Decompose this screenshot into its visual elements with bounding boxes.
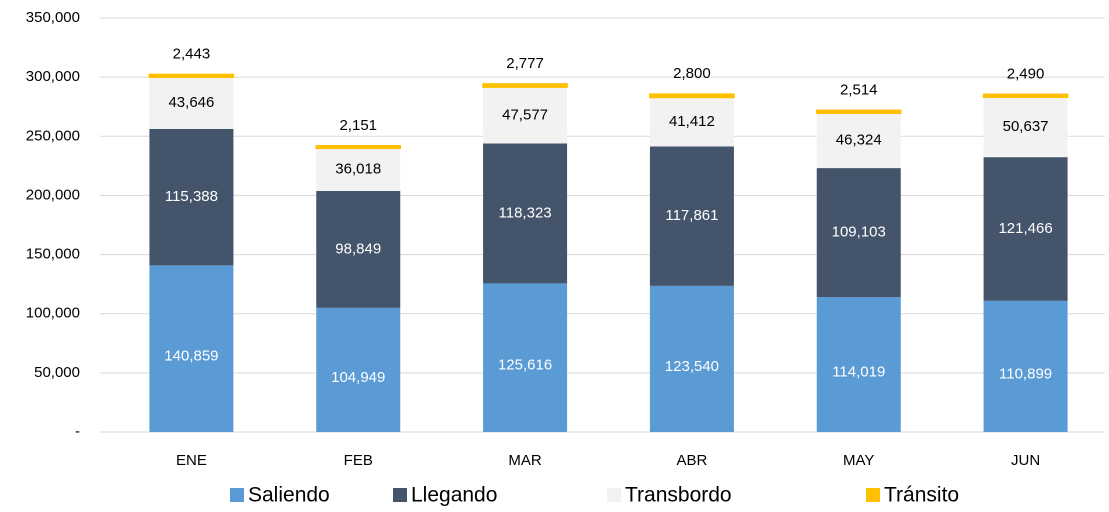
data-label: 47,577 bbox=[502, 106, 548, 123]
data-label: 110,899 bbox=[999, 365, 1052, 382]
legend-swatch bbox=[393, 488, 407, 502]
legend-label: Saliendo bbox=[248, 484, 330, 507]
bar-segment bbox=[649, 97, 734, 147]
data-label: 2,443 bbox=[173, 45, 211, 62]
data-label: 43,646 bbox=[168, 94, 214, 111]
bar-segment bbox=[649, 285, 734, 432]
bar-segment bbox=[816, 109, 902, 115]
x-tick-label: FEB bbox=[344, 452, 373, 469]
x-tick-label: JUN bbox=[1011, 452, 1040, 469]
data-label: 109,103 bbox=[832, 224, 886, 241]
bar-segment bbox=[149, 265, 234, 432]
bar-segment bbox=[816, 168, 901, 298]
bar-segment bbox=[482, 83, 568, 88]
legend-swatch bbox=[866, 488, 880, 502]
bar-segment bbox=[315, 145, 401, 150]
data-label: 41,412 bbox=[669, 113, 715, 130]
y-tick-label: - bbox=[75, 423, 80, 440]
data-label: 140,859 bbox=[164, 348, 218, 365]
bar-segment bbox=[316, 190, 401, 308]
bar-segment bbox=[483, 87, 568, 144]
data-label: 121,466 bbox=[998, 220, 1052, 237]
bar-segment bbox=[483, 283, 568, 432]
bar-segment bbox=[649, 93, 735, 99]
y-tick-label: 100,000 bbox=[26, 305, 80, 322]
data-label: 2,514 bbox=[840, 81, 878, 98]
y-tick-label: 250,000 bbox=[26, 127, 80, 144]
data-label: 104,949 bbox=[331, 369, 385, 386]
data-label: 2,800 bbox=[673, 65, 711, 82]
bar-segment bbox=[149, 128, 234, 266]
data-label: 2,151 bbox=[339, 117, 377, 134]
data-label: 117,861 bbox=[665, 207, 718, 224]
data-label: 98,849 bbox=[335, 240, 381, 257]
bar-segment bbox=[816, 113, 901, 169]
bar-segment bbox=[649, 146, 734, 286]
data-label: 50,637 bbox=[1003, 118, 1049, 135]
bar-segment bbox=[483, 143, 568, 284]
data-label: 114,019 bbox=[832, 364, 885, 381]
bar-segment bbox=[149, 77, 234, 129]
data-label: 2,777 bbox=[506, 55, 544, 72]
x-tick-label: MAR bbox=[508, 452, 542, 469]
data-label: 115,388 bbox=[165, 188, 218, 205]
bar-segment bbox=[316, 307, 401, 432]
y-tick-label: 300,000 bbox=[26, 68, 80, 85]
y-tick-label: 200,000 bbox=[26, 186, 80, 203]
data-label: 2,490 bbox=[1007, 65, 1045, 82]
bar-segment bbox=[316, 148, 401, 191]
data-label: 125,616 bbox=[498, 357, 552, 374]
data-label: 36,018 bbox=[335, 161, 381, 178]
bar-segment bbox=[983, 300, 1068, 432]
x-tick-label: ENE bbox=[176, 452, 207, 469]
x-tick-label: ABR bbox=[676, 452, 707, 469]
legend-swatch bbox=[607, 488, 621, 502]
bar-segment bbox=[816, 297, 901, 432]
y-tick-label: 150,000 bbox=[26, 246, 80, 263]
bar-segment bbox=[982, 93, 1069, 98]
y-tick-label: 50,000 bbox=[34, 364, 80, 381]
legend-label: Llegando bbox=[411, 484, 497, 507]
legend-label: Tránsito bbox=[884, 484, 959, 507]
legend-swatch bbox=[230, 488, 244, 502]
data-label: 118,323 bbox=[499, 204, 552, 221]
data-label: 46,324 bbox=[836, 132, 882, 149]
legend-label: Transbordo bbox=[625, 484, 732, 507]
bar-segment bbox=[983, 97, 1068, 158]
x-tick-label: MAY bbox=[843, 452, 874, 469]
bar-segment bbox=[983, 157, 1068, 301]
data-label: 123,540 bbox=[665, 358, 719, 375]
y-tick-label: 350,000 bbox=[26, 9, 80, 26]
bar-segment bbox=[148, 73, 235, 79]
